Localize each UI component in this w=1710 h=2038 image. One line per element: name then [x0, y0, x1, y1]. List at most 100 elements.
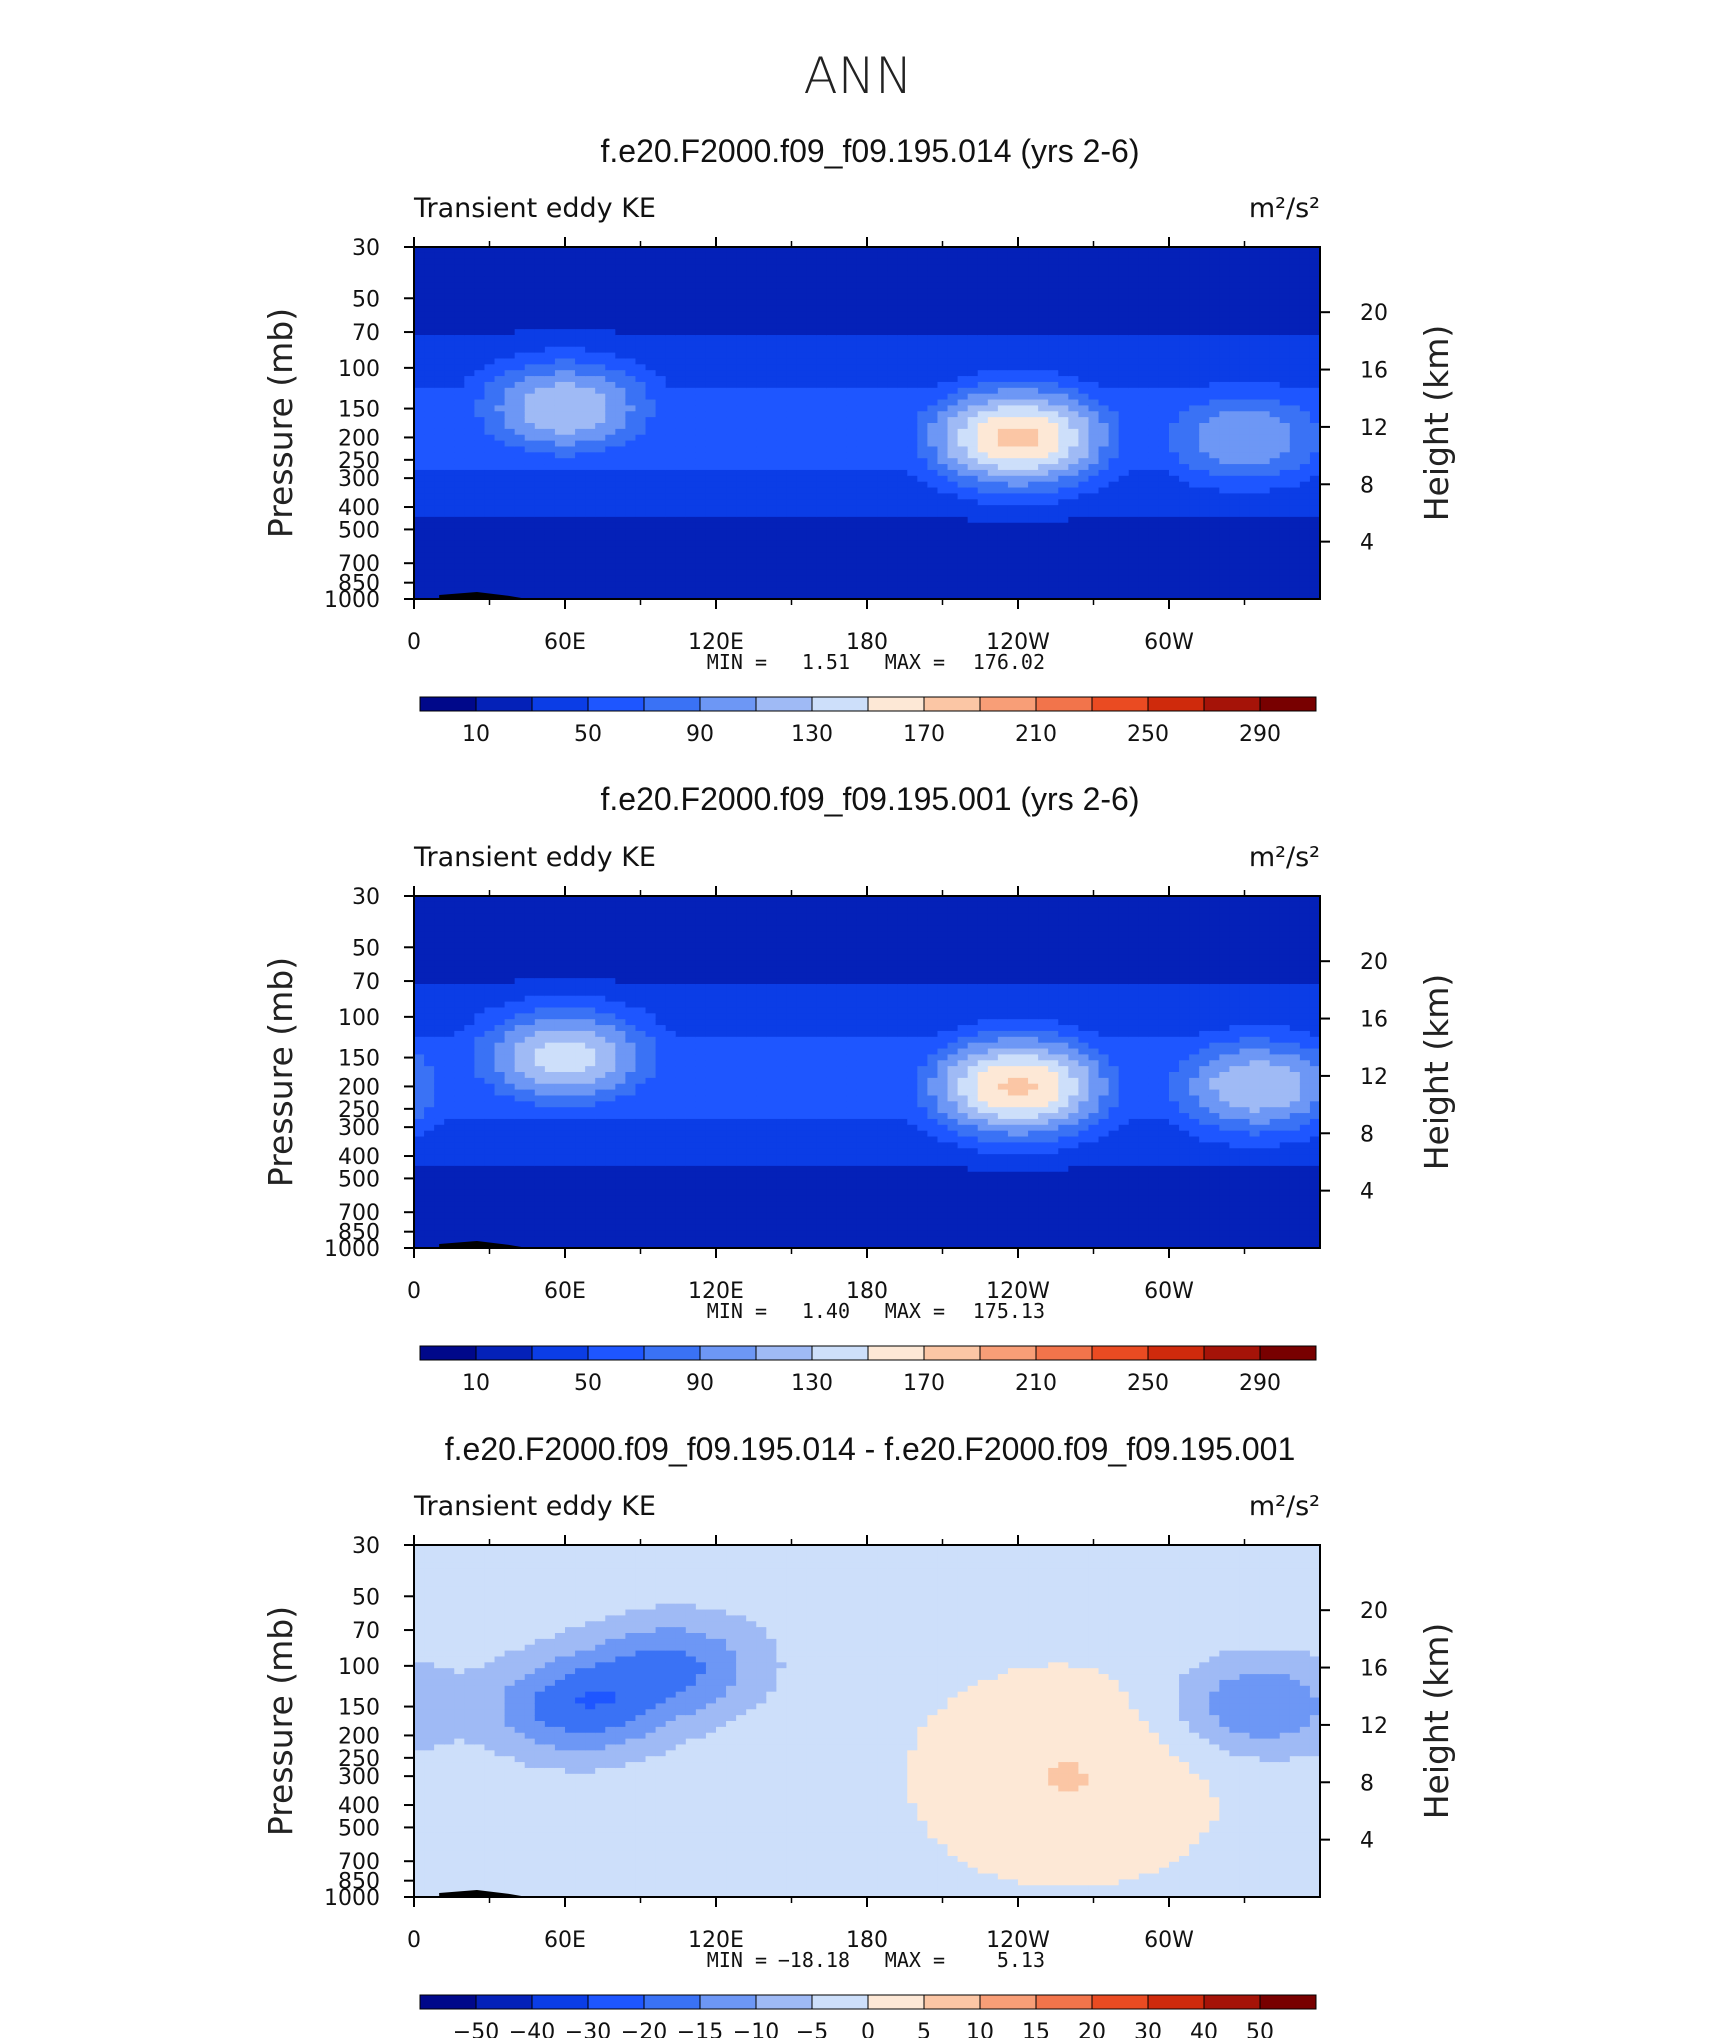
- field-cell: [1007, 387, 1019, 395]
- field-cell: [1007, 575, 1019, 582]
- field-cell: [766, 546, 777, 553]
- field-cell: [1138, 293, 1150, 301]
- field-cell: [776, 311, 788, 318]
- field-cell: [595, 335, 606, 342]
- field-cell: [726, 340, 737, 348]
- field-cell: [1219, 516, 1230, 524]
- field-cell: [685, 423, 697, 430]
- field-cell: [1138, 593, 1150, 600]
- field-cell: [685, 381, 697, 389]
- field-cell: [786, 575, 798, 582]
- field-cell: [796, 587, 808, 594]
- field-cell: [605, 323, 616, 330]
- field-cell: [534, 252, 546, 260]
- field-cell: [766, 446, 777, 453]
- field-cell: [1007, 393, 1019, 401]
- field-cell: [484, 511, 496, 518]
- field-cell: [1058, 552, 1069, 559]
- field-cell: [494, 305, 506, 313]
- field-cell: [927, 305, 939, 313]
- field-cell: [615, 464, 626, 471]
- field-cell: [1199, 299, 1210, 307]
- field-cell: [927, 346, 939, 354]
- field-cell: [937, 446, 949, 453]
- field-cell: [1118, 381, 1130, 389]
- field-cell: [514, 258, 526, 266]
- field-cell: [685, 569, 697, 577]
- field-cell: [917, 587, 928, 594]
- field-cell: [1007, 458, 1019, 465]
- field-cell: [534, 405, 546, 412]
- field-cell: [605, 552, 616, 559]
- field-cell: [736, 575, 747, 582]
- field-cell: [1098, 305, 1110, 313]
- field-cell: [544, 370, 556, 377]
- field-cell: [1158, 387, 1170, 395]
- field-cell: [434, 563, 445, 571]
- field-cell: [766, 464, 777, 471]
- field-cell: [1018, 411, 1029, 418]
- field-cell: [1118, 364, 1130, 371]
- field-cell: [1138, 505, 1150, 512]
- field-cell: [746, 299, 757, 307]
- field-cell: [1048, 311, 1059, 318]
- field-cell: [927, 446, 939, 453]
- field-cell: [726, 546, 737, 553]
- field-cell: [675, 540, 687, 547]
- field-cell: [504, 299, 516, 307]
- field-cell: [746, 370, 757, 377]
- field-cell: [1098, 346, 1110, 354]
- field-cell: [504, 423, 516, 430]
- field-cell: [414, 405, 425, 412]
- field-cell: [464, 505, 475, 512]
- field-cell: [524, 393, 536, 401]
- field-cell: [816, 534, 828, 541]
- field-cell: [917, 487, 928, 494]
- field-cell: [1068, 546, 1079, 553]
- field-cell: [434, 352, 445, 360]
- field-cell: [464, 516, 475, 524]
- field-cell: [454, 522, 465, 530]
- field-cell: [766, 352, 777, 360]
- field-cell: [997, 370, 1009, 377]
- field-cell: [937, 452, 949, 459]
- field-cell: [464, 569, 475, 577]
- field-cell: [1158, 376, 1170, 383]
- field-cell: [1118, 276, 1130, 283]
- field-cell: [494, 563, 506, 571]
- field-cell: [1098, 493, 1110, 500]
- field-cell: [655, 264, 667, 272]
- field-cell: [716, 575, 727, 582]
- field-cell: [615, 264, 626, 272]
- field-cell: [856, 552, 868, 559]
- field-cell: [726, 258, 737, 266]
- field-cell: [1068, 340, 1079, 348]
- field-cell: [716, 423, 727, 430]
- field-cell: [1209, 505, 1220, 512]
- field-cell: [1038, 593, 1049, 600]
- field-cell: [1048, 458, 1059, 465]
- field-cell: [1088, 458, 1100, 465]
- field-cell: [615, 346, 626, 354]
- field-cell: [524, 534, 536, 541]
- field-cell: [1118, 446, 1130, 453]
- field-cell: [524, 563, 536, 571]
- field-cell: [726, 528, 737, 536]
- field-cell: [887, 546, 898, 553]
- field-cell: [464, 352, 475, 360]
- field-cell: [565, 317, 576, 324]
- field-cell: [816, 370, 828, 377]
- field-cell: [867, 282, 878, 289]
- field-cell: [877, 358, 888, 365]
- field-cell: [957, 393, 969, 401]
- field-cell: [635, 270, 647, 277]
- field-cell: [474, 475, 486, 483]
- field-cell: [585, 499, 596, 506]
- field-cell: [907, 505, 918, 512]
- field-cell: [575, 258, 586, 266]
- field-cell: [836, 340, 848, 348]
- field-cell: [867, 305, 878, 313]
- field-cell: [524, 247, 536, 254]
- field-cell: [1028, 335, 1039, 342]
- field-cell: [987, 469, 999, 477]
